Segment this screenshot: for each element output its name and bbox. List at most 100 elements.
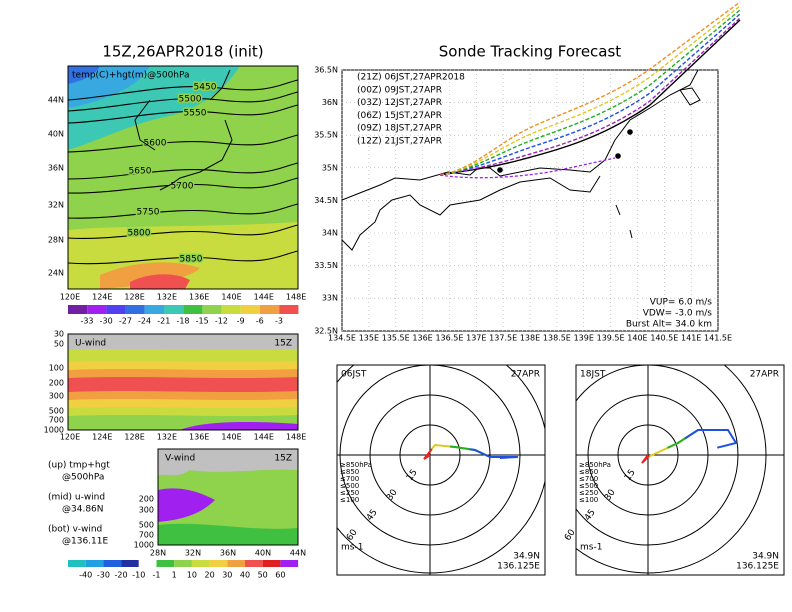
contour-label: 5850 <box>180 255 203 265</box>
lat-label: 40N <box>255 549 271 558</box>
hodo-date: 27APR <box>750 370 779 380</box>
lat-label: 35N <box>322 163 338 172</box>
lon-label: 140E <box>221 433 241 442</box>
lon-label: 135.5E <box>382 334 410 343</box>
colorbar-cell <box>125 305 145 314</box>
pressure-label: 50 <box>54 340 64 349</box>
lon-label: 138.5E <box>543 334 571 343</box>
unit-label: ms-1 <box>580 543 602 553</box>
hodograph-trace <box>423 443 519 460</box>
lon-label: 128E <box>124 433 144 442</box>
lon-label: 137E <box>466 334 486 343</box>
pressure-label: 100 <box>49 364 64 373</box>
colorbar-label: -18 <box>176 317 189 326</box>
height-contour <box>67 224 299 239</box>
colorbar-label: -10 <box>132 571 145 580</box>
colorbar-cell <box>240 305 260 314</box>
lon-label: 134.5E <box>328 334 356 343</box>
track-point <box>627 129 633 135</box>
level-legend: ≤700 <box>579 475 598 483</box>
track-line <box>439 9 741 176</box>
pressure-label: 300 <box>139 506 154 515</box>
lon-label: 120E <box>60 293 80 302</box>
colorbar-cell <box>68 305 88 314</box>
colorbar-cell <box>221 305 241 314</box>
map-label: temp(C)+hgt(m)@500hPa <box>72 71 190 81</box>
pressure-label: 30 <box>54 330 64 339</box>
level-legend: ≤500 <box>340 482 359 490</box>
lat-label: 32N <box>185 549 201 558</box>
height-contour <box>67 91 299 112</box>
note: (up) tmp+hgt <box>48 461 110 471</box>
lat-label: 24N <box>48 269 64 278</box>
height-contour <box>67 79 299 101</box>
colorbar-label: -24 <box>138 317 151 326</box>
cold-region <box>68 66 100 84</box>
colorbar-cell <box>144 305 164 314</box>
pressure-label: 200 <box>139 495 154 504</box>
lon-label: 136E <box>189 293 209 302</box>
lon-label: 139E <box>574 334 594 343</box>
lon-label: 138E <box>520 334 540 343</box>
colorbar-cell <box>191 560 210 567</box>
colorbar-cell <box>227 560 245 567</box>
axis-line <box>576 365 784 575</box>
colorbar-cell <box>138 560 157 567</box>
panel-label: V-wind <box>165 454 195 464</box>
hodo-time: 06JST <box>341 370 367 380</box>
track-info: VUP= 6.0 m/s <box>650 298 713 308</box>
lat-label: 34.5N <box>314 196 338 205</box>
colorbar-cell <box>103 560 122 567</box>
colorbar-label: 60 <box>275 571 285 580</box>
panel-time: 15Z <box>274 339 292 349</box>
wind-band <box>158 449 298 476</box>
colorbar-cell <box>279 305 299 314</box>
colorbar-label: -9 <box>237 317 245 326</box>
height-contour <box>67 134 299 153</box>
lon-label: 141E <box>681 334 701 343</box>
pressure-label: 700 <box>49 416 64 425</box>
location: 34.9N <box>513 552 540 562</box>
track-line <box>439 1 741 176</box>
lat-label: 40N <box>48 130 64 139</box>
hodograph-trace <box>641 429 738 464</box>
location: 136.125E <box>497 562 540 572</box>
track-line <box>439 5 741 176</box>
contour-label: 5700 <box>171 182 194 192</box>
level-legend: ≤700 <box>340 475 359 483</box>
panel-title: 15Z,26APR2018 (init) <box>102 43 263 61</box>
lat-label: 33.5N <box>314 261 338 270</box>
contour-label: 5550 <box>184 109 207 119</box>
level-legend: ≤250 <box>579 489 598 497</box>
track-line <box>439 157 616 179</box>
level-legend: ≥850hPa <box>340 461 372 469</box>
colorbar-label: -15 <box>196 317 209 326</box>
axis-line <box>337 365 545 575</box>
contour-label: 5500 <box>179 95 202 105</box>
lat-label: 36N <box>322 98 338 107</box>
lon-label: 124E <box>92 293 112 302</box>
lon-label: 141.5E <box>704 334 732 343</box>
lat-label: 35.5N <box>314 131 338 140</box>
colorbar-label: 40 <box>240 571 250 580</box>
track-line <box>439 17 741 176</box>
location: 34.9N <box>752 552 779 562</box>
hodograph-trace <box>423 443 519 460</box>
lon-label: 148E <box>286 293 306 302</box>
note: (bot) v-wind <box>48 525 102 535</box>
colorbar-cell <box>87 305 107 314</box>
hodograph-trace <box>641 429 738 464</box>
colorbar-cell <box>260 305 280 314</box>
colorbar-label: 30 <box>222 571 232 580</box>
colorbar-cell <box>280 560 299 567</box>
lon-label: 136.5E <box>435 334 463 343</box>
lat-label: 36.5N <box>314 66 338 75</box>
legend-entry: (00Z) 09JST,27APR <box>357 85 442 95</box>
colorbar-label: -30 <box>97 571 110 580</box>
level-legend: ≥850hPa <box>579 461 611 469</box>
height-contour <box>67 104 299 124</box>
pressure-label: 500 <box>139 521 154 530</box>
colorbar-cell <box>262 560 281 567</box>
